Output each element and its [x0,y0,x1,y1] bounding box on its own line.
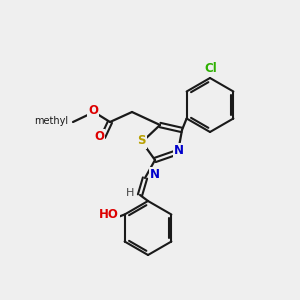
Text: HO: HO [99,208,119,221]
Text: N: N [150,169,160,182]
Text: H: H [126,188,134,198]
Text: S: S [137,134,145,148]
Text: O: O [94,130,104,143]
Text: O: O [88,104,98,118]
Text: Cl: Cl [205,61,218,74]
Text: methyl: methyl [34,116,68,126]
Text: N: N [174,145,184,158]
